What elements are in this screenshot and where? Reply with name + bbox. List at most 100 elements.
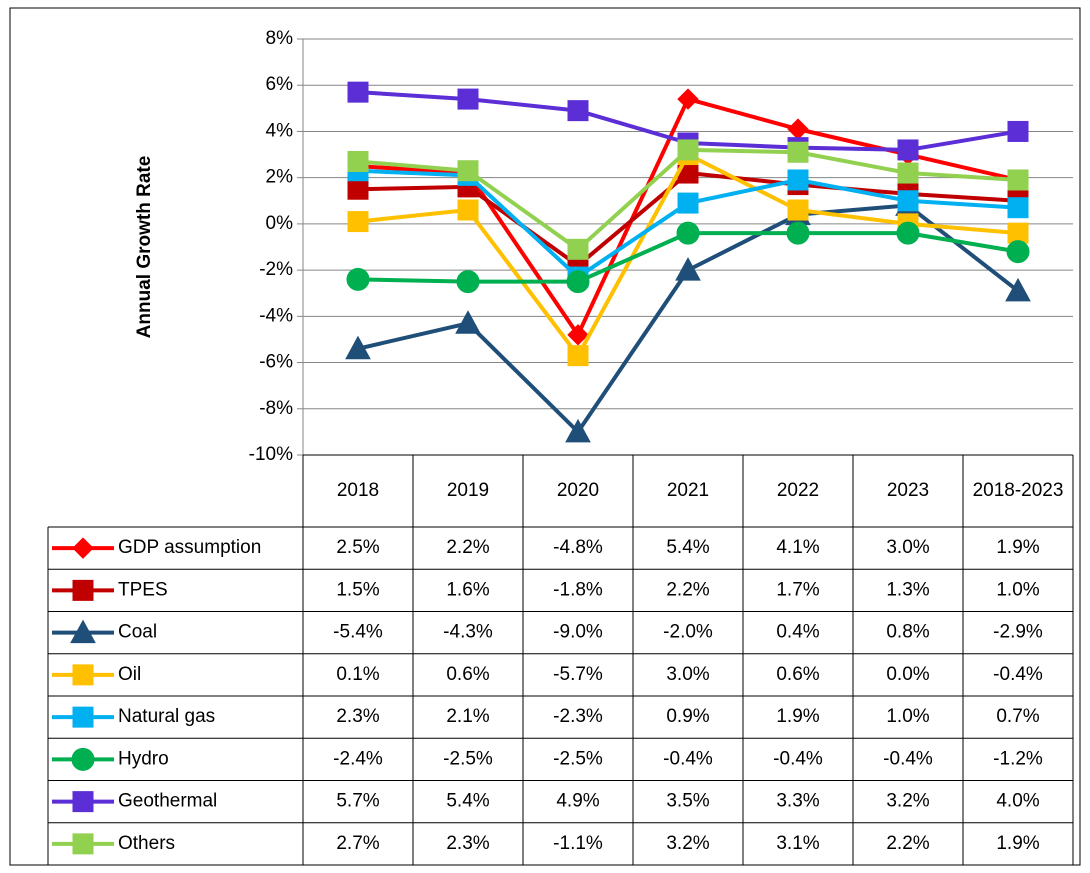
table-value: 2.5% — [336, 537, 379, 558]
table-value: 3.0% — [886, 537, 929, 558]
legend-label: Geothermal — [118, 791, 217, 812]
table-value: 0.7% — [996, 706, 1039, 727]
table-value: 1.5% — [336, 579, 379, 600]
table-value: 0.1% — [336, 664, 379, 685]
x-tick-cell: 2020 — [557, 480, 599, 501]
table-value: 3.2% — [886, 791, 929, 812]
legend-label: Oil — [118, 664, 141, 685]
table-value: -0.4% — [993, 664, 1043, 685]
legend-label: TPES — [118, 579, 168, 600]
table-value: 0.6% — [776, 664, 819, 685]
data-table: GDP assumption 2.5% 2.2% -4.8% 5.4% 4.1% 3.0% 1… — [47, 454, 1074, 866]
point — [786, 221, 810, 245]
y-tick-label: -6% — [259, 352, 293, 373]
legend-key-marker — [72, 579, 94, 601]
legend-label: GDP assumption — [118, 537, 261, 558]
table-value: 1.3% — [886, 579, 929, 600]
point — [567, 324, 589, 346]
table-value: 2.3% — [446, 833, 489, 854]
point — [677, 139, 699, 161]
x-tick-label: 2022 — [776, 480, 820, 501]
y-tick-label: 2% — [266, 167, 294, 188]
point — [566, 270, 590, 294]
table-value: -4.8% — [553, 537, 603, 558]
table-value: -9.0% — [553, 622, 603, 643]
table-value: 3.3% — [776, 791, 819, 812]
x-tick-label: 2023 — [886, 480, 930, 501]
y-tick-label: 8% — [266, 28, 294, 49]
point — [567, 345, 589, 367]
table-value: 3.5% — [666, 791, 709, 812]
y-tick-label: -10% — [249, 444, 293, 465]
point — [897, 190, 919, 212]
table-value: 2.2% — [446, 537, 489, 558]
table-value: -4.3% — [443, 622, 493, 643]
point — [787, 199, 809, 221]
legend-label: Others — [118, 833, 175, 854]
table-value: 2.1% — [446, 706, 489, 727]
point — [565, 418, 591, 443]
y-tick-label: 6% — [266, 74, 294, 95]
point — [677, 88, 699, 110]
table-value: -2.9% — [993, 622, 1043, 643]
legend-key-marker — [72, 706, 94, 728]
table-value: 5.4% — [446, 791, 489, 812]
legend-key-marker — [72, 833, 94, 855]
point — [896, 221, 920, 245]
legend-label: Natural gas — [118, 706, 215, 727]
y-tick-label: 0% — [266, 213, 294, 234]
table-value: 0.0% — [886, 664, 929, 685]
table-value: -1.1% — [553, 833, 603, 854]
table-value: -0.4% — [773, 748, 823, 769]
point — [897, 162, 919, 184]
table-value: 2.2% — [666, 579, 709, 600]
point — [567, 100, 589, 122]
y-tick-label: 4% — [266, 120, 294, 141]
table-value: 4.1% — [776, 537, 819, 558]
point — [346, 267, 370, 291]
point — [787, 141, 809, 163]
x-tick-label: 2018 — [336, 480, 380, 501]
point — [457, 199, 479, 221]
table-value: -5.7% — [553, 664, 603, 685]
legend-key-marker — [71, 747, 95, 771]
table-value: 1.6% — [446, 579, 489, 600]
point — [455, 310, 481, 334]
point — [457, 88, 479, 110]
point — [897, 139, 919, 161]
table-value: 4.0% — [996, 791, 1039, 812]
series — [347, 139, 1029, 260]
legend-key-marker — [72, 664, 94, 686]
point — [675, 257, 701, 281]
legend-key-marker — [72, 537, 94, 559]
table-value: 0.6% — [446, 664, 489, 685]
table-value: 1.7% — [776, 579, 819, 600]
point — [347, 81, 369, 103]
point — [1007, 169, 1029, 191]
table-value: -0.4% — [883, 748, 933, 769]
x-tick-cell: 2019 — [447, 480, 489, 501]
table-value: -5.4% — [333, 622, 383, 643]
table-value: -2.3% — [553, 706, 603, 727]
point — [676, 221, 700, 245]
point — [347, 178, 369, 200]
point — [347, 211, 369, 233]
table-value: 1.9% — [776, 706, 819, 727]
table-value: 2.7% — [336, 833, 379, 854]
y-tick-label: -2% — [259, 259, 293, 280]
x-tick-cell: 2022 — [776, 480, 820, 501]
chart-frame — [9, 7, 1081, 866]
x-tick-cell: 2018 — [336, 480, 380, 501]
table-value: 1.0% — [996, 579, 1039, 600]
table-value: 0.4% — [776, 622, 819, 643]
x-tick-label: 2021 — [666, 480, 710, 501]
legend-label: Coal — [118, 622, 157, 643]
table-value: 1.0% — [886, 706, 929, 727]
table-value: 3.2% — [666, 833, 709, 854]
point — [1005, 277, 1031, 302]
table-value: -2.5% — [553, 748, 603, 769]
point — [787, 169, 809, 191]
y-axis-title: Annual Growth Rate — [134, 156, 155, 339]
point — [345, 335, 371, 360]
